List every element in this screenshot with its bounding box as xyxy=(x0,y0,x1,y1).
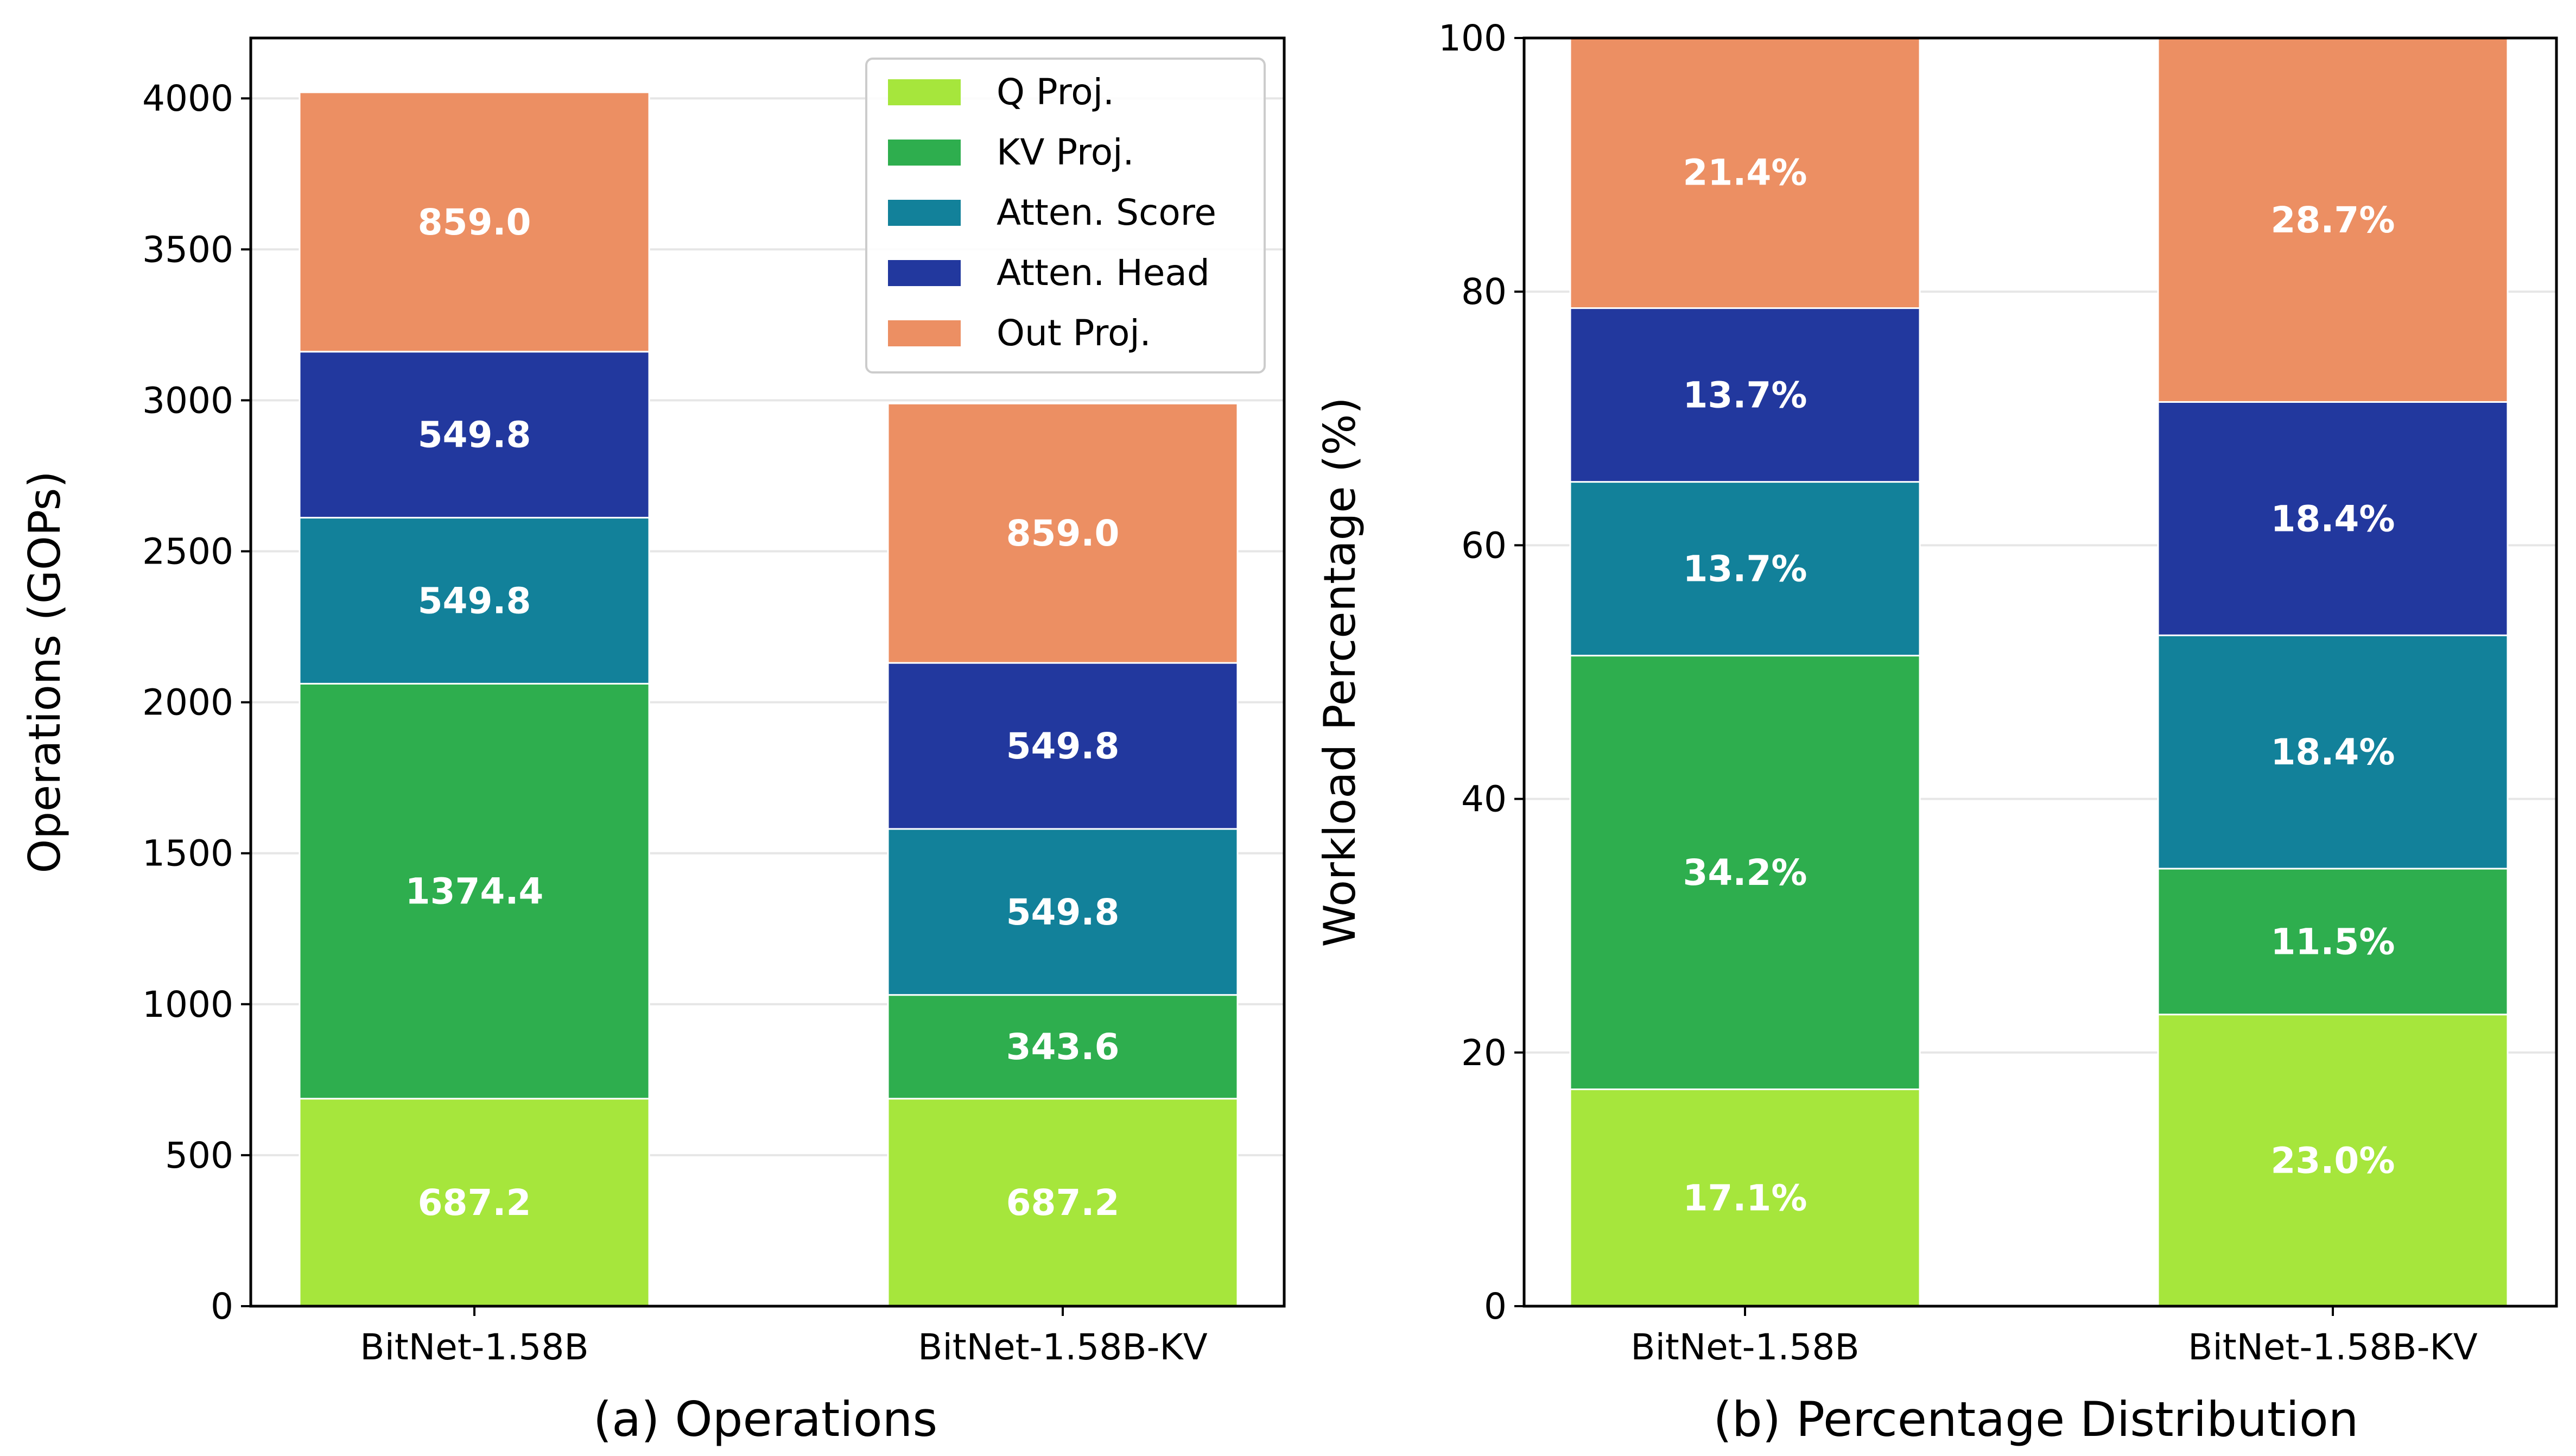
bar-a-atten-head-1 xyxy=(887,662,1239,830)
data-label-a-atten-score-0: 549.8 xyxy=(418,580,531,622)
y-axis-label-b: Workload Percentage (%) xyxy=(1315,397,1365,947)
bar-a-q-proj-1 xyxy=(887,1098,1239,1307)
percentage-chart: 17.1% 34.2% 13.7% 13.7% 21.4% 23.0% 11.5% 18.4%… xyxy=(1315,17,2558,1447)
y-tick-label-a-6: 3000 xyxy=(142,379,233,421)
data-label-a-q-proj-1: 687.2 xyxy=(1006,1182,1120,1224)
legend-swatch-atten-score xyxy=(888,200,961,226)
x-tick-label-b-0: BitNet-1.58B xyxy=(1630,1326,1859,1368)
bar-b-q-proj-1 xyxy=(2157,1014,2509,1307)
y-axis-label-a: Operations (GOPs) xyxy=(20,471,70,873)
bar-a-atten-score-0 xyxy=(299,517,650,685)
x-tick-label-a-0: BitNet-1.58B xyxy=(360,1326,588,1368)
data-label-b-out-proj-0: 21.4% xyxy=(1683,152,1807,194)
x-tick-label-a-1: BitNet-1.58B-KV xyxy=(918,1326,1208,1368)
bar-b-atten-score-1 xyxy=(2157,634,2509,870)
y-tick-label-a-0: 0 xyxy=(211,1286,233,1327)
legend-label-kv-proj: KV Proj. xyxy=(997,131,1134,173)
data-label-b-atten-score-0: 13.7% xyxy=(1683,548,1807,590)
bar-a-atten-score-1 xyxy=(887,828,1239,996)
y-tick-label-b-5: 100 xyxy=(1438,17,1507,59)
bar-b-atten-head-1 xyxy=(2157,401,2509,636)
y-tick-label-b-2: 40 xyxy=(1461,778,1507,820)
axes-frame-a xyxy=(249,36,1286,1308)
data-label-a-atten-head-1: 549.8 xyxy=(1006,725,1120,767)
bar-a-out-proj-1 xyxy=(887,402,1239,664)
legend-label-out-proj: Out Proj. xyxy=(997,312,1151,354)
data-label-a-out-proj-1: 859.0 xyxy=(1006,512,1120,554)
data-label-b-out-proj-1: 28.7% xyxy=(2271,199,2395,241)
y-tick-label-b-0: 0 xyxy=(1484,1286,1507,1327)
data-label-b-atten-head-1: 18.4% xyxy=(2271,498,2395,540)
y-tick-label-b-1: 20 xyxy=(1461,1032,1507,1074)
y-tick-label-a-7: 3500 xyxy=(142,229,233,270)
data-label-b-atten-head-0: 13.7% xyxy=(1683,375,1807,416)
legend-swatch-q-proj xyxy=(888,79,961,105)
legend-swatch-out-proj xyxy=(888,320,961,346)
bar-b-kv-proj-0 xyxy=(1569,655,1921,1091)
bar-b-q-proj-0 xyxy=(1569,1088,1921,1307)
legend-swatch-kv-proj xyxy=(888,140,961,166)
y-tick-label-a-5: 2500 xyxy=(142,531,233,573)
y-tick-label-b-3: 60 xyxy=(1461,524,1507,566)
x-tick-label-b-1: BitNet-1.58B-KV xyxy=(2188,1326,2478,1368)
y-tick-label-a-4: 2000 xyxy=(142,682,233,724)
data-label-b-q-proj-1: 23.0% xyxy=(2271,1140,2395,1181)
bar-b-atten-head-0 xyxy=(1569,307,1921,483)
y-tick-label-a-8: 4000 xyxy=(142,78,233,119)
data-label-a-atten-score-1: 549.8 xyxy=(1006,891,1120,933)
data-label-a-kv-proj-0: 1374.4 xyxy=(405,871,544,913)
bar-a-out-proj-0 xyxy=(299,91,650,353)
operations-chart: 687.2 1374.4 549.8 549.8 859.0 687.2 343.6 549.… xyxy=(20,36,1286,1447)
data-label-b-kv-proj-1: 11.5% xyxy=(2271,921,2395,963)
legend-label-atten-head: Atten. Head xyxy=(997,252,1210,294)
legend: Q Proj. KV Proj. Atten. Score Atten. Head Ou… xyxy=(865,58,1266,374)
bar-b-atten-score-0 xyxy=(1569,481,1921,657)
bar-a-kv-proj-0 xyxy=(299,682,650,1100)
bar-b-out-proj-1 xyxy=(2157,37,2509,403)
legend-box xyxy=(865,58,1266,374)
axes-frame-b xyxy=(1522,36,2558,1308)
data-label-a-out-proj-0: 859.0 xyxy=(418,201,531,243)
x-axis-label-b: (b) Percentage Distribution xyxy=(1714,1391,2359,1447)
y-tick-label-a-2: 1000 xyxy=(142,984,233,1025)
y-tick-label-a-1: 500 xyxy=(165,1135,233,1176)
data-label-a-atten-head-0: 549.8 xyxy=(418,414,531,456)
x-axis-label-a: (a) Operations xyxy=(593,1391,937,1447)
data-label-a-kv-proj-1: 343.6 xyxy=(1006,1026,1120,1068)
bar-b-kv-proj-1 xyxy=(2157,868,2509,1016)
bar-a-atten-head-0 xyxy=(299,351,650,519)
legend-label-q-proj: Q Proj. xyxy=(997,71,1114,113)
data-label-a-q-proj-0: 687.2 xyxy=(418,1182,531,1224)
y-tick-label-b-4: 80 xyxy=(1461,271,1507,313)
data-label-b-kv-proj-0: 34.2% xyxy=(1683,852,1807,894)
legend-label-atten-score: Atten. Score xyxy=(997,192,1216,233)
y-tick-label-a-3: 1500 xyxy=(142,833,233,875)
data-label-b-atten-score-1: 18.4% xyxy=(2271,731,2395,773)
bar-a-q-proj-0 xyxy=(299,1098,650,1307)
data-label-b-q-proj-0: 17.1% xyxy=(1683,1177,1807,1219)
legend-swatch-atten-head xyxy=(888,260,961,286)
